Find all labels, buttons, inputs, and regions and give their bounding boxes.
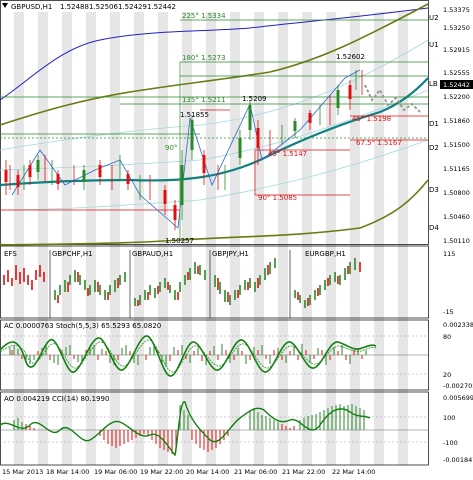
svg-text:1.52442: 1.52442 [147, 3, 176, 11]
svg-text:1.52506: 1.52506 [89, 3, 118, 11]
svg-text:1.52488: 1.52488 [60, 3, 89, 11]
svg-text:-15: -15 [443, 308, 454, 316]
chart-header: GBPUSD,H1 1.52488 1.52506 1.52429 1.5244… [2, 3, 176, 11]
ann-675: 67.5° 1.5167 [356, 139, 402, 147]
svg-text:0.005699: 0.005699 [443, 394, 473, 402]
stoch-signal [0, 339, 377, 373]
svg-text:1.50110: 1.50110 [443, 237, 470, 245]
svg-text:0.002338: 0.002338 [443, 321, 473, 329]
zigzag [11, 69, 361, 229]
svg-text:15 Mar 2013: 15 Mar 2013 [2, 468, 43, 476]
svg-text:1.53375: 1.53375 [443, 6, 470, 14]
level-labels: U2 U1 LB D1 D2 D3 D4 [429, 14, 439, 232]
mini-label-eurgbp: EURGBP,H1 [305, 250, 346, 258]
svg-text:1.50800: 1.50800 [443, 189, 470, 197]
ac-stoch-panel[interactable]: AC 0.0000763 Stoch(5,5,3) 65.5293 65.082… [0, 321, 473, 390]
ao-cci-panel[interactable]: AO 0.004219 CCI(14) 80.1990 0.005699 100… [0, 394, 473, 464]
svg-text:1.52200: 1.52200 [443, 93, 470, 101]
gann-levels [0, 19, 428, 240]
svg-text:-100: -100 [443, 439, 458, 447]
level-lb: LB [429, 80, 438, 88]
svg-text:80: 80 [443, 333, 451, 341]
level-u1: U1 [429, 41, 439, 49]
ao-cci-title: AO 0.004219 CCI(14) 80.1990 [4, 395, 109, 403]
mini-label-gbpaud: GBPAUD,H1 [132, 250, 173, 258]
svg-text:1.51860: 1.51860 [443, 117, 470, 125]
svg-text:100: 100 [443, 414, 455, 422]
ann-225: 225° 1.5334 [182, 12, 226, 20]
price-annotations: 225° 1.5334 180° 1.5273 135° 1.5211 90° … [165, 12, 402, 245]
ann-90-left: 90° [165, 144, 177, 152]
ann-180: 180° 1.5273 [182, 54, 226, 62]
svg-text:1.52915: 1.52915 [443, 46, 470, 54]
red-levels [0, 109, 428, 211]
level-d4: D4 [429, 224, 439, 232]
ann-45r: 45° 1.5198 [352, 115, 391, 123]
level-u2: U2 [429, 14, 439, 22]
ann-90: 90° 1.5085 [258, 194, 297, 202]
svg-text:1.52429: 1.52429 [118, 3, 147, 11]
svg-text:19 Mar 06:00: 19 Mar 06:00 [94, 468, 137, 476]
level-d3: D3 [429, 186, 439, 194]
stoch-main [0, 335, 377, 377]
svg-text:18 Mar 14:00: 18 Mar 14:00 [46, 468, 89, 476]
price-axis: 1.53375 1.53250 1.52915 1.52555 1.52200 … [440, 6, 473, 245]
svg-text:115: 115 [443, 250, 455, 258]
current-price: 1.52442 [443, 81, 470, 89]
svg-text:-0.002705: -0.002705 [443, 382, 473, 390]
svg-text:21 Mar 06:00: 21 Mar 06:00 [234, 468, 277, 476]
main-price-panel[interactable]: 225° 1.5334 180° 1.5273 135° 1.5211 90° … [0, 3, 473, 246]
svg-text:1.53250: 1.53250 [443, 24, 470, 32]
candles [4, 70, 421, 230]
ma-olive-upper [0, 3, 429, 126]
ann-135: 135° 1.5211 [182, 96, 226, 104]
svg-text:-0.001847: -0.001847 [443, 456, 473, 464]
level-d1: D1 [429, 120, 439, 128]
symbol-name: GBPUSD,H1 [11, 3, 52, 11]
mini-label-gbpjpy: GBPJPY,H1 [212, 250, 249, 258]
ac-stoch-title: AC 0.0000763 Stoch(5,5,3) 65.5293 65.082… [4, 322, 161, 330]
time-axis: 15 Mar 2013 18 Mar 14:00 19 Mar 06:00 19… [2, 468, 375, 476]
svg-text:20 Mar 14:00: 20 Mar 14:00 [186, 468, 229, 476]
ann-high3: 1.52602 [336, 53, 365, 61]
svg-text:20: 20 [443, 371, 451, 379]
session-bands [14, 12, 408, 465]
ma-olive-lower [0, 179, 429, 246]
mini-label-gbpchf: GBPCHF,H1 [52, 250, 93, 258]
ma-teal [0, 77, 429, 187]
ann-low1: 1.50257 [165, 237, 194, 245]
ann-high1: 1.51855 [180, 111, 209, 119]
svg-text:1.51165: 1.51165 [443, 165, 470, 173]
svg-text:1.51500: 1.51500 [443, 141, 470, 149]
svg-text:19 Mar 22:00: 19 Mar 22:00 [140, 468, 183, 476]
svg-text:1.50460: 1.50460 [443, 213, 470, 221]
svg-text:21 Mar 22:00: 21 Mar 22:00 [282, 468, 325, 476]
ann-45: 45° 1.5147 [268, 150, 307, 158]
cci-line [0, 401, 371, 457]
ann-high2: 1.5209 [242, 95, 267, 103]
svg-text:1.52555: 1.52555 [443, 69, 470, 77]
level-d2: D2 [429, 144, 439, 152]
mini-charts-panel[interactable]: EFS GBPCHF,H1 GBPAUD,H1 GBPJPY,H1 EURGBP… [3, 250, 455, 318]
mini-label-efs: EFS [4, 250, 17, 258]
current-price-tag [440, 80, 473, 89]
svg-text:22 Mar 14:00: 22 Mar 14:00 [332, 468, 375, 476]
ma-blue-upper [0, 7, 429, 101]
